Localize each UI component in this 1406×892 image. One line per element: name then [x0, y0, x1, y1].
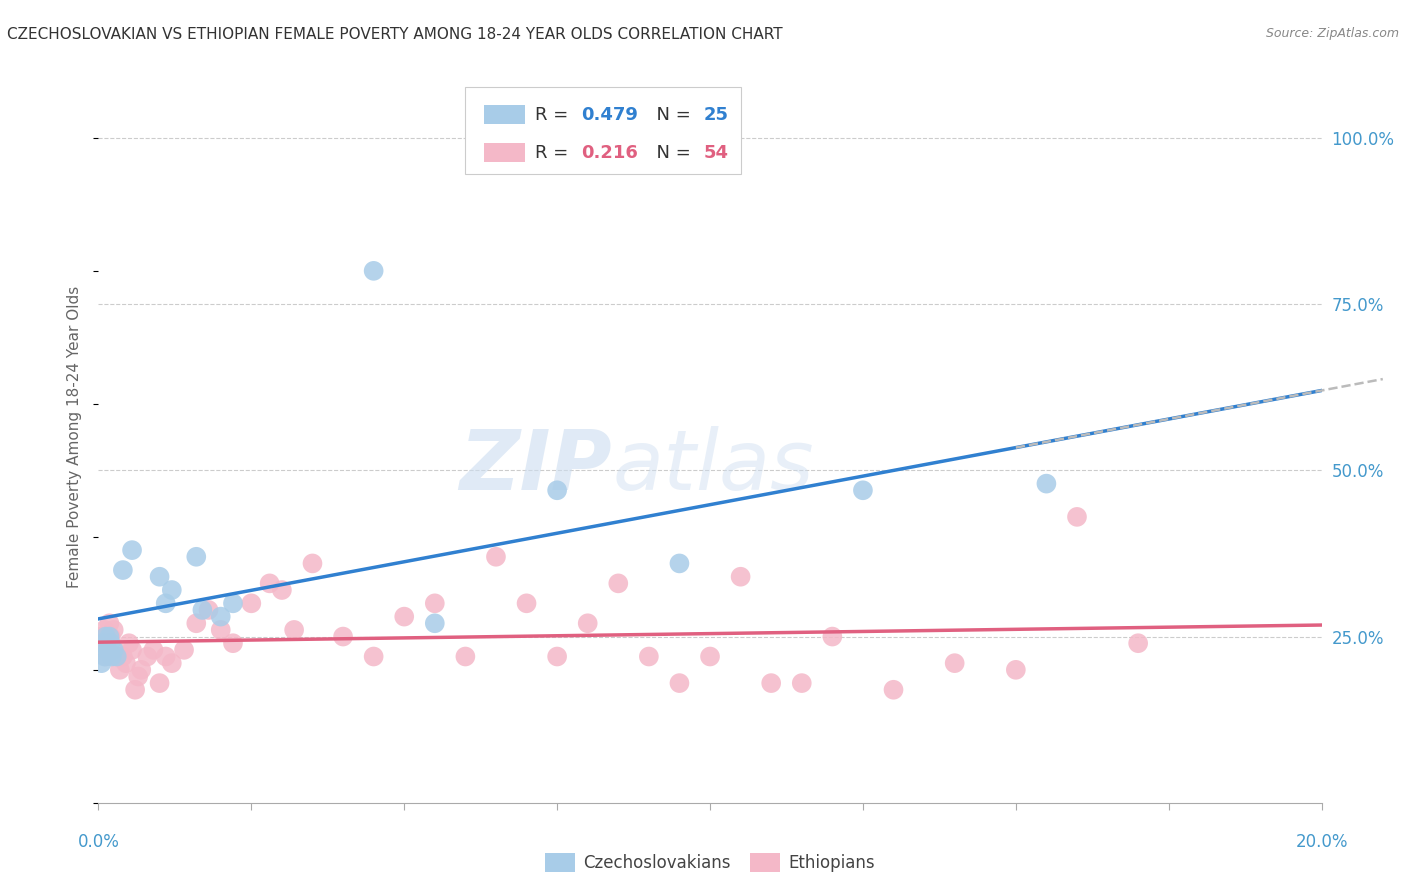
Point — [105, 649, 128, 664]
Point — [127, 669, 149, 683]
Point — [121, 643, 143, 657]
Point — [160, 656, 183, 670]
Point — [638, 649, 661, 664]
Point — [821, 630, 844, 644]
Point — [111, 563, 134, 577]
FancyBboxPatch shape — [484, 144, 526, 162]
Point — [111, 649, 134, 664]
Point — [124, 682, 146, 697]
Point — [91, 636, 114, 650]
Point — [100, 630, 122, 644]
Point — [115, 656, 138, 670]
Point — [94, 630, 117, 644]
Point — [423, 616, 446, 631]
Point — [90, 630, 112, 644]
Text: ZIP: ZIP — [460, 425, 612, 507]
Point — [1035, 476, 1057, 491]
Point — [101, 649, 124, 664]
Point — [730, 570, 752, 584]
Point — [197, 603, 219, 617]
Point — [149, 676, 172, 690]
Point — [149, 570, 172, 584]
Point — [103, 623, 125, 637]
Point — [136, 649, 159, 664]
Text: 0.0%: 0.0% — [77, 833, 120, 851]
Point — [222, 596, 245, 610]
Text: 25: 25 — [704, 106, 728, 124]
Point — [93, 649, 115, 664]
Point — [93, 623, 115, 637]
Point — [108, 663, 131, 677]
Point — [301, 557, 323, 571]
Point — [222, 636, 245, 650]
Point — [943, 656, 966, 670]
Point — [142, 643, 165, 657]
Text: atlas: atlas — [612, 425, 814, 507]
Point — [668, 676, 690, 690]
Text: CZECHOSLOVAKIAN VS ETHIOPIAN FEMALE POVERTY AMONG 18-24 YEAR OLDS CORRELATION CH: CZECHOSLOVAKIAN VS ETHIOPIAN FEMALE POVE… — [7, 27, 783, 42]
Point — [546, 649, 568, 664]
Point — [209, 623, 232, 637]
FancyBboxPatch shape — [465, 87, 741, 174]
Point — [883, 682, 905, 697]
Point — [98, 630, 121, 644]
Point — [209, 609, 232, 624]
Point — [363, 264, 385, 278]
Point — [105, 649, 128, 664]
Point — [485, 549, 508, 564]
Point — [155, 596, 177, 610]
Point — [160, 582, 183, 597]
Point — [852, 483, 875, 498]
Point — [173, 643, 195, 657]
Point — [191, 603, 214, 617]
Point — [1066, 509, 1088, 524]
Text: R =: R = — [536, 144, 574, 161]
Point — [454, 649, 477, 664]
Point — [259, 576, 281, 591]
Point — [97, 643, 120, 657]
Text: N =: N = — [645, 144, 697, 161]
Point — [363, 649, 385, 664]
Point — [699, 649, 721, 664]
Point — [100, 636, 122, 650]
Point — [516, 596, 538, 610]
Point — [668, 557, 690, 571]
Point — [761, 676, 783, 690]
Point — [91, 636, 114, 650]
Point — [118, 636, 141, 650]
Point — [186, 616, 208, 631]
Point — [332, 630, 354, 644]
Text: 0.479: 0.479 — [582, 106, 638, 124]
Text: R =: R = — [536, 106, 574, 124]
Point — [98, 616, 121, 631]
Point — [90, 656, 112, 670]
Point — [283, 623, 305, 637]
Point — [186, 549, 208, 564]
Text: 20.0%: 20.0% — [1295, 833, 1348, 851]
Point — [103, 643, 125, 657]
Text: 0.216: 0.216 — [582, 144, 638, 161]
Y-axis label: Female Poverty Among 18-24 Year Olds: Female Poverty Among 18-24 Year Olds — [67, 286, 83, 588]
Point — [790, 676, 813, 690]
Point — [121, 543, 143, 558]
Point — [240, 596, 263, 610]
Point — [97, 643, 120, 657]
Point — [546, 483, 568, 498]
Text: N =: N = — [645, 106, 697, 124]
Point — [129, 663, 152, 677]
Point — [1004, 663, 1026, 677]
Point — [607, 576, 630, 591]
Point — [576, 616, 599, 631]
Point — [1128, 636, 1150, 650]
FancyBboxPatch shape — [484, 105, 526, 124]
Point — [423, 596, 446, 610]
Point — [392, 609, 416, 624]
Text: 54: 54 — [704, 144, 728, 161]
Text: Source: ZipAtlas.com: Source: ZipAtlas.com — [1265, 27, 1399, 40]
Legend: Czechoslovakians, Ethiopians: Czechoslovakians, Ethiopians — [538, 846, 882, 879]
Point — [270, 582, 294, 597]
Point — [155, 649, 177, 664]
Point — [94, 649, 117, 664]
